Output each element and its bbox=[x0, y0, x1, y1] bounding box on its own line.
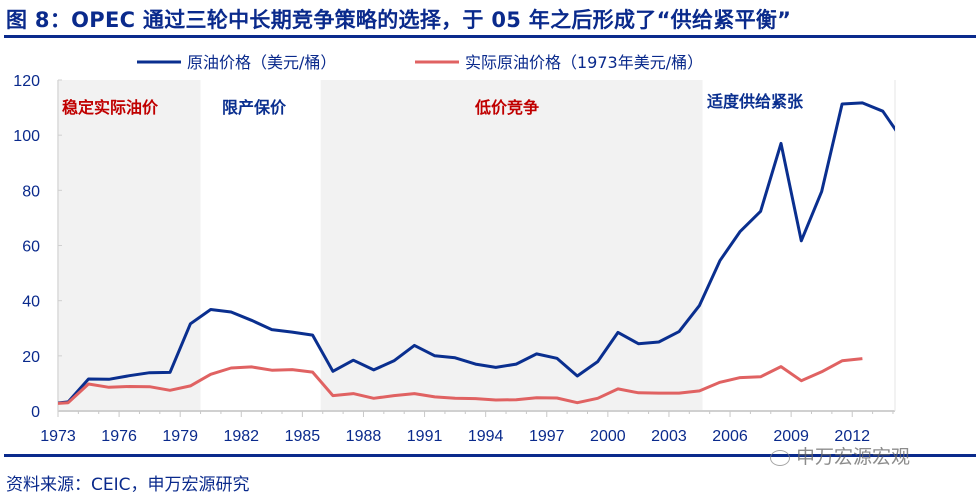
legend-label: 原油价格（美元/桶） bbox=[187, 53, 336, 72]
shaded-region bbox=[58, 80, 201, 411]
watermark: 申万宏源宏观 bbox=[770, 442, 910, 469]
region-label: 限产保价 bbox=[222, 98, 287, 117]
x-tick-label: 1997 bbox=[529, 428, 565, 445]
title-divider bbox=[4, 35, 976, 38]
x-tick-label: 2003 bbox=[651, 428, 687, 445]
x-tick-label: 2012 bbox=[834, 428, 870, 445]
footer-divider bbox=[4, 454, 976, 457]
y-tick-label: 40 bbox=[22, 294, 40, 311]
region-label: 低价竞争 bbox=[474, 98, 539, 117]
x-tick-label: 2009 bbox=[773, 428, 809, 445]
x-tick-label: 1973 bbox=[40, 428, 76, 445]
y-tick-label: 100 bbox=[13, 128, 40, 145]
y-tick-label: 0 bbox=[31, 404, 40, 421]
shaded-region bbox=[320, 80, 703, 411]
region-label: 适度供给紧张 bbox=[707, 92, 804, 111]
x-tick-label: 2006 bbox=[712, 428, 748, 445]
y-tick-label: 120 bbox=[13, 73, 40, 90]
x-tick-label: 1991 bbox=[407, 428, 443, 445]
source-note: 资料来源：CEIC，申万宏源研究 bbox=[6, 475, 250, 495]
y-tick-label: 80 bbox=[22, 183, 40, 200]
wechat-icon bbox=[770, 449, 790, 466]
legend-label: 实际原油价格（1973年美元/桶） bbox=[465, 53, 703, 72]
y-tick-label: 20 bbox=[22, 349, 40, 366]
x-tick-label: 1982 bbox=[223, 428, 259, 445]
x-tick-label: 1976 bbox=[101, 428, 137, 445]
x-tick-label: 1979 bbox=[162, 428, 198, 445]
region-label: 稳定实际油价 bbox=[62, 98, 159, 117]
x-tick-label: 2000 bbox=[590, 428, 626, 445]
y-tick-label: 60 bbox=[22, 239, 40, 256]
x-tick-label: 1988 bbox=[346, 428, 382, 445]
x-tick-label: 1985 bbox=[285, 428, 321, 445]
figure-title: 图 8：OPEC 通过三轮中长期竞争策略的选择，于 05 年之后形成了“供给紧平… bbox=[6, 8, 792, 32]
x-tick-label: 1994 bbox=[468, 428, 504, 445]
watermark-text: 申万宏源宏观 bbox=[796, 446, 911, 468]
